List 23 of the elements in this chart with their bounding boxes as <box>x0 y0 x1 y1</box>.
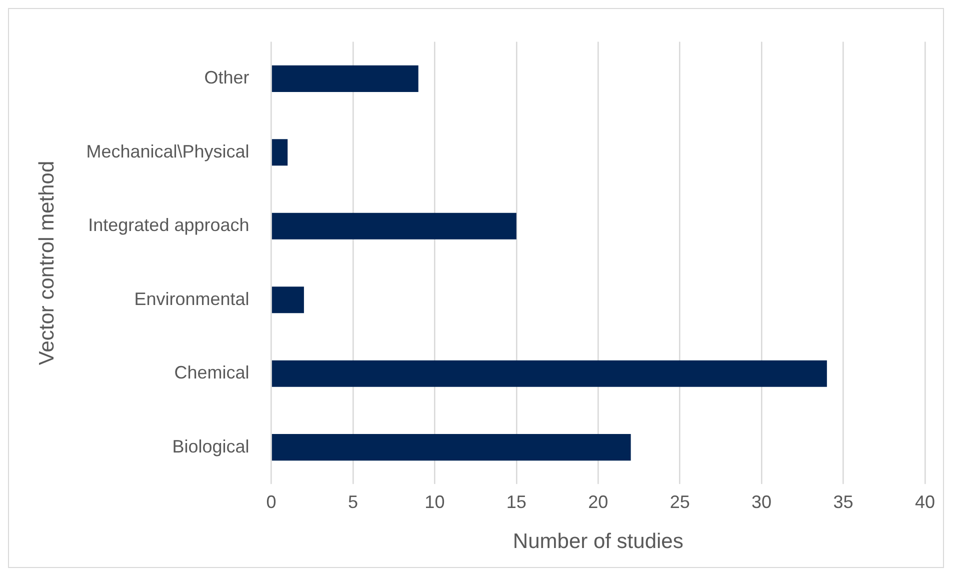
x-tick-label: 30 <box>752 492 772 512</box>
x-tick-label: 15 <box>506 492 526 512</box>
x-tick-label: 10 <box>424 492 445 512</box>
y-tick-label: Biological <box>172 436 250 456</box>
bar <box>272 65 418 92</box>
x-tick-label: 25 <box>670 492 690 512</box>
y-tick-label: Integrated approach <box>88 215 250 236</box>
x-tick-label: 20 <box>588 492 608 512</box>
x-tick-label: 40 <box>914 492 936 512</box>
bar <box>272 212 516 240</box>
y-tick-label: Environmental <box>134 288 250 309</box>
y-axis-title: Vector control method <box>35 160 58 366</box>
y-tick-label: Chemical <box>174 362 250 383</box>
x-axis-title: Number of studies <box>512 530 684 554</box>
bar <box>272 139 288 166</box>
x-tick-label: 5 <box>348 492 358 512</box>
y-tick-label: Other <box>204 68 250 88</box>
bar <box>272 286 304 314</box>
bar <box>272 434 631 461</box>
x-tick-label: 0 <box>266 492 276 512</box>
x-tick-label: 35 <box>833 492 854 512</box>
y-tick-label: Mechanical\Physical <box>86 141 250 162</box>
bar <box>272 360 827 387</box>
